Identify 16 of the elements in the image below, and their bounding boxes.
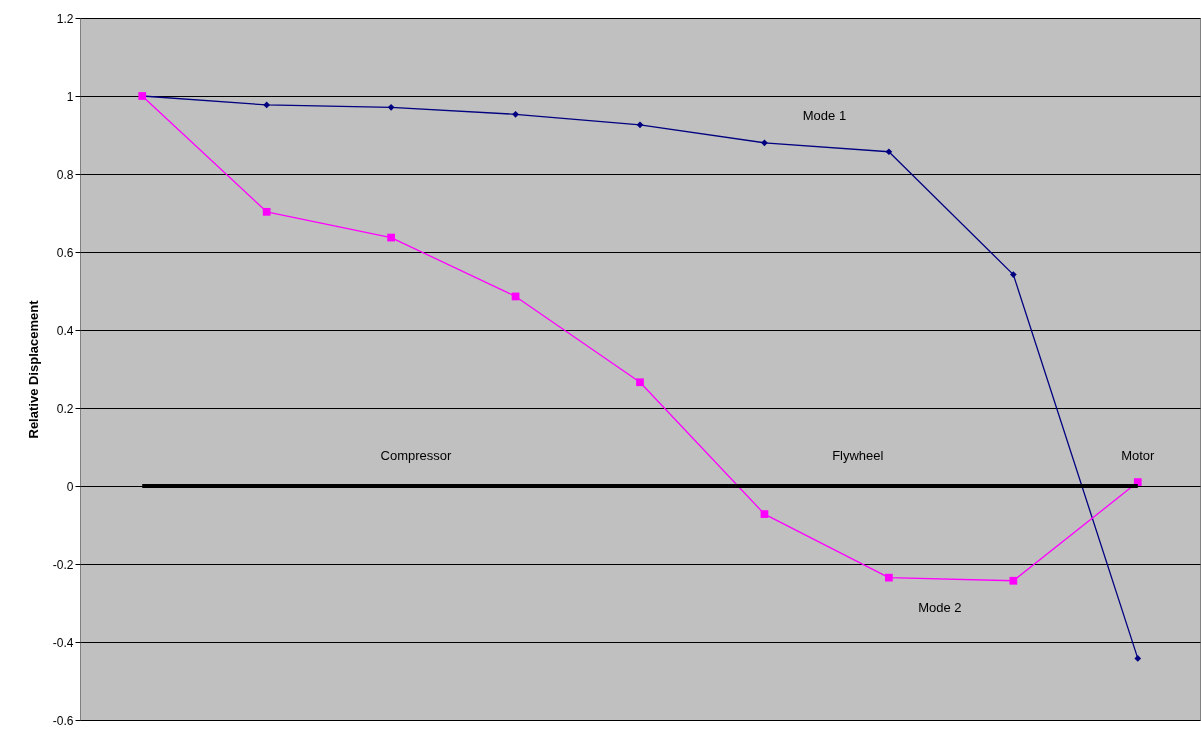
series-label: Mode 1 [802, 107, 847, 123]
annotation: Compressor [380, 448, 453, 463]
y-tick-label: 0.6 [56, 245, 74, 260]
y-tick-label: 0.4 [56, 323, 74, 338]
y-tick-label: -0.4 [52, 635, 74, 650]
y-tick-label: 1.2 [56, 11, 74, 26]
series-label: Mode 2 [918, 599, 962, 615]
annotation: Flywheel [832, 448, 884, 463]
y-axis-title: Relative Displacement [25, 299, 41, 439]
y-tick-label: 1 [66, 89, 74, 104]
y-tick-label: 0.2 [56, 401, 74, 416]
y-tick-label: 0.8 [56, 167, 74, 182]
annotation: Motor [1121, 448, 1156, 463]
y-tick-label: -0.6 [52, 713, 74, 728]
y-tick-label: -0.2 [52, 557, 74, 572]
y-tick-label: 0 [66, 479, 74, 494]
